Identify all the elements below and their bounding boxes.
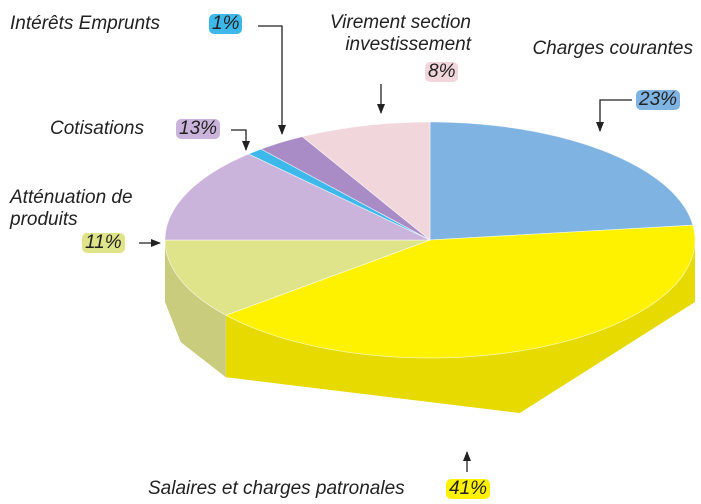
value-label: 41% (446, 479, 491, 499)
slice (224, 224, 696, 359)
arrow (231, 129, 250, 151)
arrow (596, 99, 632, 132)
slice-label: Charges courantes (532, 38, 693, 59)
slice-label: Salaires et charges patronales (148, 478, 405, 499)
slice (164, 239, 431, 316)
slice-label: Intérêts Emprunts (10, 13, 160, 34)
slice (429, 121, 694, 241)
value-label: 23% (636, 90, 681, 110)
slice-label: Virement section investissement (329, 12, 471, 55)
value-label: 1% (209, 14, 243, 34)
arrow (258, 25, 286, 135)
slice-label: Cotisations (50, 118, 144, 139)
value-label: 11% (82, 233, 125, 253)
slice-side (165, 240, 226, 378)
value-label: 8% (425, 62, 459, 82)
pie (164, 121, 696, 414)
slice (301, 121, 431, 241)
slice (164, 153, 431, 241)
slice-side (225, 240, 695, 414)
slice-label: Atténuation de produits (10, 187, 133, 230)
value-label: 13% (176, 119, 221, 139)
slice (260, 136, 431, 241)
